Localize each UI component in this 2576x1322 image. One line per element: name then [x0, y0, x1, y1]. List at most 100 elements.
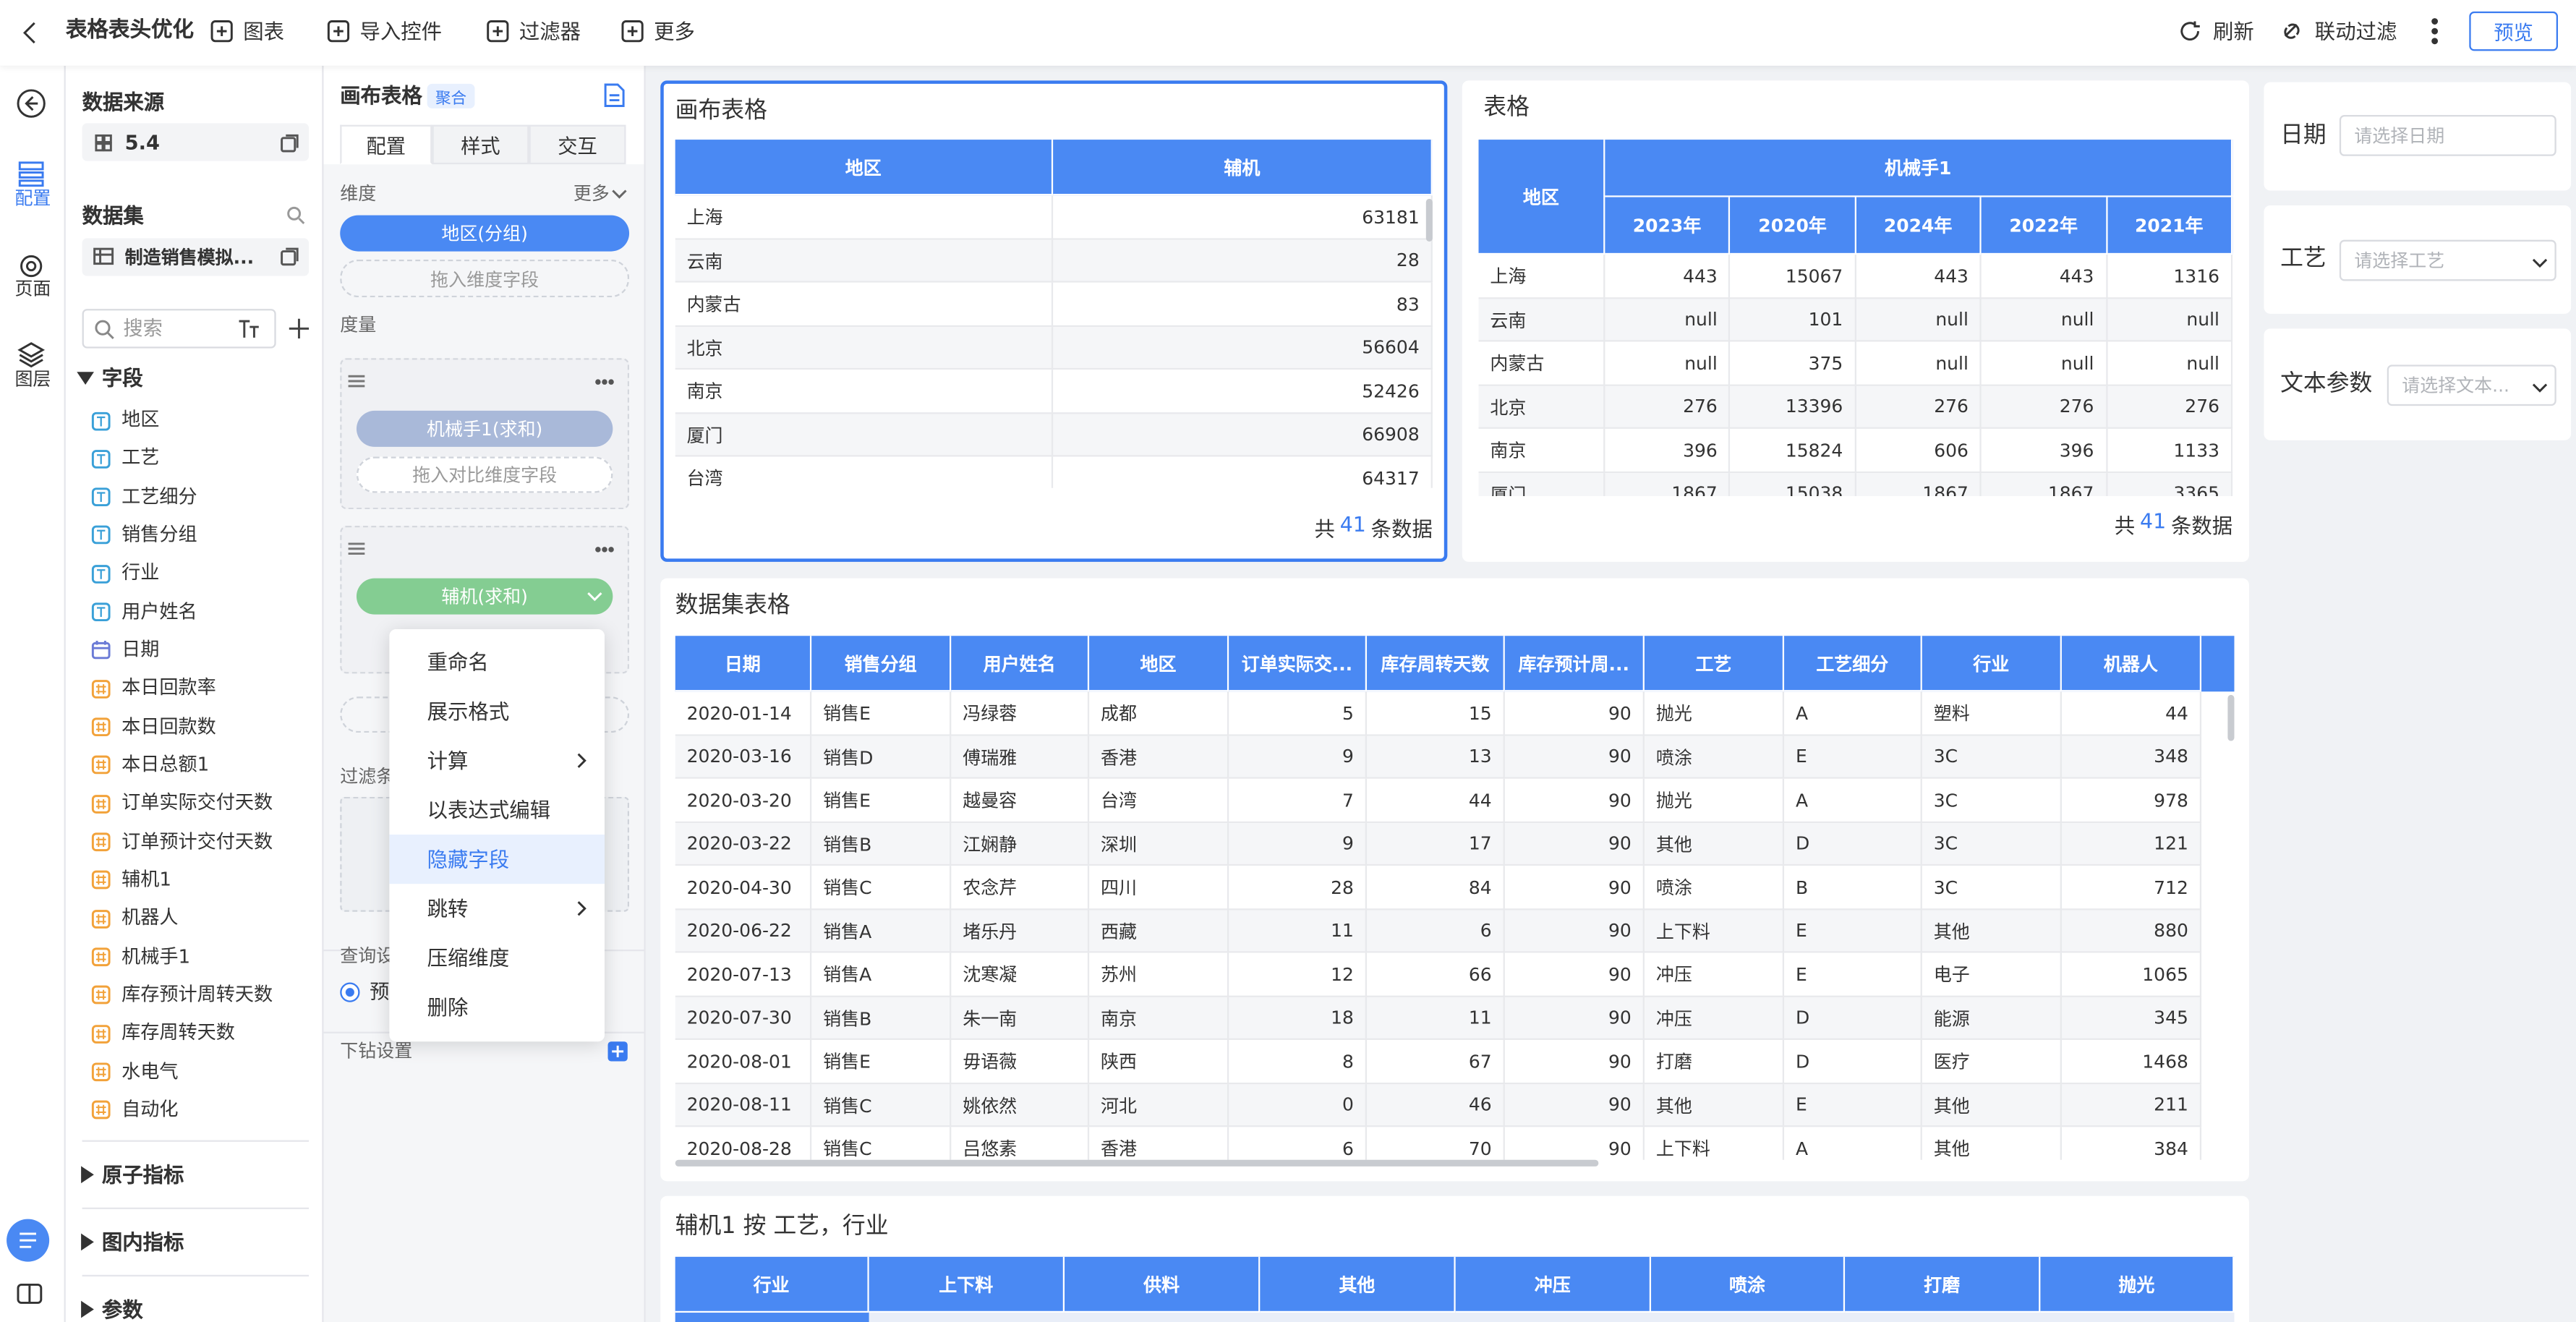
menu-item[interactable]: 重命名 — [389, 637, 605, 686]
table-row: 2020-06-22 销售A 堵乐丹 西藏 11 6 90 上下料 E 其他 880 — [675, 909, 2202, 953]
group-title[interactable]: 参数 — [101, 1297, 143, 1322]
icon-part — [26, 260, 37, 272]
table-cell: 毋语薇 — [951, 1039, 1090, 1084]
rail-item[interactable]: 配置 — [14, 187, 51, 210]
table-cell: 厦门 — [675, 413, 1054, 457]
table-row: 2020-07-13 销售A 沈寒凝 苏州 12 66 90 冲压 E 电子 1065 — [675, 952, 2202, 997]
tab[interactable]: 样式 — [432, 124, 529, 165]
field-item[interactable]: 行业 — [121, 560, 160, 584]
header-cell: 供料 — [1065, 1256, 1261, 1313]
drop-zone: 拖入维度字段 — [340, 259, 630, 298]
field-item[interactable]: 水电气 — [121, 1059, 179, 1083]
table-cell: 276 — [1856, 385, 1982, 429]
table-row: 台湾 64317 — [675, 456, 1433, 488]
rail-item[interactable]: 图层 — [14, 368, 51, 391]
field-item[interactable]: 用户姓名 — [121, 599, 197, 623]
field-item[interactable]: 订单预计交付天数 — [121, 829, 273, 853]
filter-input[interactable]: 请选择文本... — [2387, 364, 2556, 406]
field-item[interactable]: 本日总额1 — [121, 752, 210, 776]
field-item[interactable]: 日期 — [121, 637, 160, 661]
group-title[interactable]: 图内指标 — [101, 1229, 184, 1255]
field-item[interactable]: 辅机1 — [121, 867, 172, 891]
menu-item[interactable]: 删除 — [389, 982, 605, 1031]
toolbar-button[interactable]: 导入控件 — [359, 19, 443, 44]
table-cell: 销售C — [811, 1127, 952, 1160]
icon-part — [97, 530, 106, 541]
table-row: 南京 396 15824 606 396 1133 — [1478, 428, 2233, 473]
menu-item[interactable]: 展示格式 — [389, 687, 605, 736]
toolbar-button[interactable]: 刷新 — [2212, 19, 2254, 44]
toolbar-button[interactable]: 过滤器 — [519, 19, 581, 44]
table-cell: 384 — [2062, 1127, 2202, 1160]
field-item[interactable]: 机械手1 — [121, 944, 191, 968]
icon-part — [577, 901, 587, 916]
more-link[interactable]: 更多 — [573, 183, 610, 205]
filter-input[interactable]: 请选择日期 — [2339, 115, 2556, 156]
icon-part — [91, 794, 111, 814]
section-label: 过滤条 — [340, 766, 395, 788]
icon-part — [95, 913, 106, 924]
toolbar-button[interactable]: 图表 — [243, 19, 285, 44]
icon-part — [95, 990, 106, 1001]
scrollbar — [1425, 198, 1433, 242]
icon-part — [81, 1233, 94, 1251]
field-item[interactable]: 销售分组 — [121, 522, 197, 546]
footer-text: 共 — [1314, 516, 1335, 542]
section-title: 数据来源 — [82, 89, 165, 114]
table-row: 2020-01-14 销售E 冯绿蓉 成都 5 15 90 抛光 A 塑料 44 — [675, 691, 2202, 735]
dimension-chip[interactable]: 地区(分组) — [340, 215, 630, 252]
field-item[interactable]: 自动化 — [121, 1097, 179, 1121]
field-type-icon — [91, 986, 111, 1005]
table-cell: 深圳 — [1089, 822, 1229, 866]
icon-part — [608, 379, 614, 385]
field-item[interactable]: 机器人 — [121, 905, 179, 929]
icon-part — [91, 1024, 111, 1044]
group-title[interactable]: 原子指标 — [101, 1162, 184, 1187]
radio[interactable] — [340, 982, 360, 1002]
field-item[interactable]: 库存预计周转天数 — [121, 982, 273, 1006]
measure-chip[interactable]: 辅机(求和) — [356, 578, 613, 615]
field-item[interactable]: 工艺细分 — [121, 484, 197, 508]
menu-item[interactable]: 跳转 — [389, 884, 605, 933]
toolbar-button[interactable]: 更多 — [654, 19, 695, 44]
table-cell: 375 — [1731, 341, 1856, 385]
icon-part — [95, 1067, 106, 1078]
table-cell: 396 — [1605, 428, 1731, 473]
table-cell: 15067 — [1731, 255, 1856, 299]
toolbar-button[interactable]: 联动过滤 — [2314, 19, 2397, 44]
rail-item[interactable]: 页面 — [14, 278, 51, 300]
table-cell: 上下料 — [1645, 1127, 1785, 1160]
left-rail: 配置 页面 图层 — [0, 65, 66, 1322]
menu-item[interactable]: 压缩维度 — [389, 933, 605, 982]
chevron-icon — [2532, 383, 2548, 393]
table-cell: 1468 — [2062, 1039, 2202, 1084]
table-row: 上海 443 15067 443 443 1316 — [1478, 255, 2233, 299]
menu-item[interactable]: 以表达式编辑 — [389, 785, 605, 835]
tab[interactable]: 配置 — [340, 124, 432, 165]
icon-part — [97, 607, 106, 618]
filter-input[interactable]: 请选择工艺 — [2339, 239, 2556, 281]
menu-item[interactable]: 隐藏字段 — [389, 835, 605, 884]
table-cell: 15824 — [1731, 428, 1856, 473]
preview-button[interactable]: 预览 — [2469, 11, 2559, 51]
field-item[interactable]: 工艺 — [121, 445, 160, 469]
field-item[interactable]: 本日回款率 — [121, 675, 216, 699]
icon-part — [20, 255, 43, 278]
table-cell: 3C — [1922, 866, 2062, 910]
field-item[interactable]: 本日回款数 — [121, 714, 216, 738]
rail-icon — [18, 161, 44, 187]
icon-part — [91, 449, 111, 469]
table-cell: 吕悠素 — [951, 1127, 1090, 1160]
table-cell: 101 — [1731, 298, 1856, 342]
table-cell: 销售E — [811, 691, 952, 735]
field-item[interactable]: 地区 — [121, 407, 160, 431]
menu-item[interactable]: 计算 — [389, 736, 605, 785]
tab[interactable]: 交互 — [529, 124, 626, 165]
measure-chip[interactable]: 机械手1(求和) — [356, 410, 613, 447]
menu-label: 压缩维度 — [427, 945, 510, 971]
field-item[interactable]: 订单实际交付天数 — [121, 790, 273, 814]
field-item[interactable]: 库存周转天数 — [121, 1020, 235, 1044]
table-cell: 90 — [1505, 822, 1645, 866]
header-cell: 库存周转天数 — [1367, 636, 1505, 692]
icon-part — [18, 161, 44, 171]
